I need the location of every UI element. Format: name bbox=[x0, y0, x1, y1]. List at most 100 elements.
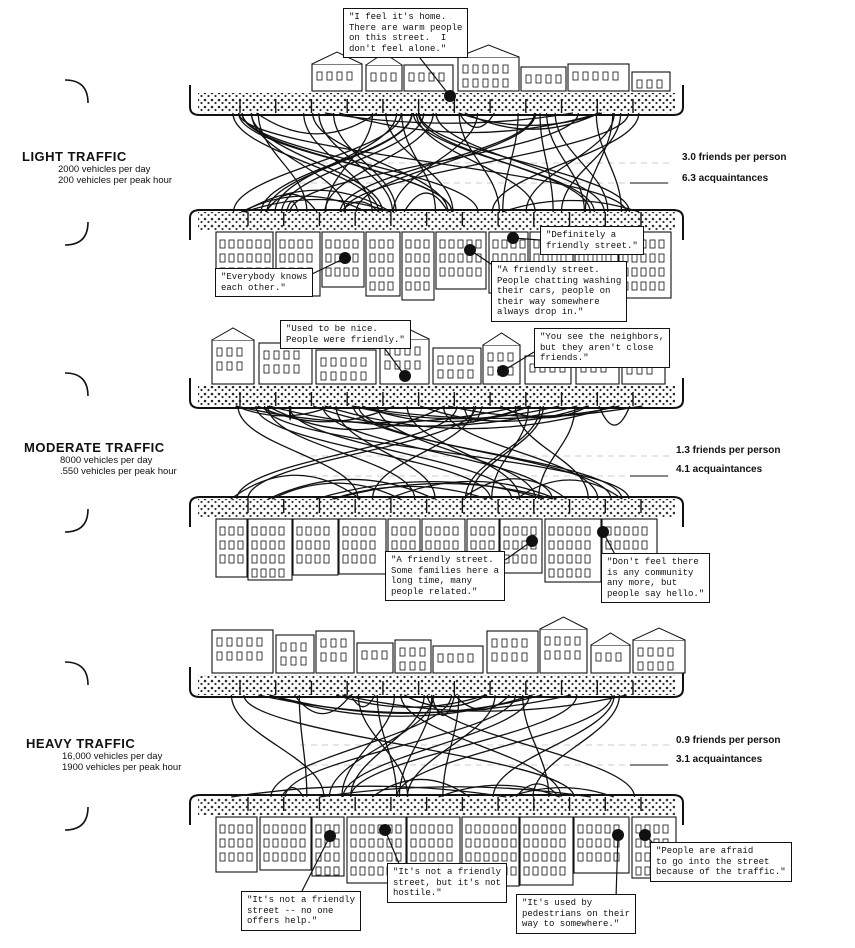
window bbox=[378, 253, 385, 263]
window bbox=[483, 838, 490, 848]
window bbox=[548, 526, 555, 536]
window bbox=[279, 239, 286, 249]
window bbox=[377, 866, 384, 876]
window bbox=[260, 568, 267, 578]
window bbox=[369, 253, 376, 263]
window bbox=[658, 281, 665, 291]
window bbox=[410, 838, 417, 848]
window bbox=[297, 239, 304, 249]
window bbox=[635, 852, 642, 862]
window bbox=[649, 253, 656, 263]
window bbox=[550, 824, 557, 834]
window bbox=[667, 661, 674, 671]
heavy-acquaintances-stat: 3.1 acquaintances bbox=[676, 754, 763, 765]
window bbox=[325, 253, 332, 263]
window bbox=[395, 838, 402, 848]
social-tie-line bbox=[325, 112, 374, 213]
window bbox=[369, 239, 376, 249]
window bbox=[437, 824, 444, 834]
window bbox=[369, 267, 376, 277]
window bbox=[649, 281, 656, 291]
window bbox=[219, 554, 226, 564]
window bbox=[278, 540, 285, 550]
social-tie-line bbox=[324, 112, 574, 124]
window bbox=[510, 852, 517, 862]
social-tie-line bbox=[319, 786, 592, 798]
heavy-traffic-heading: HEAVY TRAFFIC 16,000 vehicles per day 19… bbox=[26, 736, 181, 773]
window bbox=[296, 540, 303, 550]
window bbox=[457, 267, 464, 277]
window bbox=[525, 74, 532, 84]
house-roof bbox=[539, 616, 588, 630]
window bbox=[535, 74, 542, 84]
window bbox=[447, 355, 454, 365]
window bbox=[219, 852, 226, 862]
window bbox=[582, 71, 589, 81]
window bbox=[492, 239, 499, 249]
window bbox=[467, 653, 474, 663]
window bbox=[361, 650, 368, 660]
window bbox=[541, 866, 548, 876]
social-tie-line bbox=[357, 694, 409, 798]
window bbox=[623, 540, 630, 550]
window bbox=[246, 637, 253, 647]
moderate-traffic-title: MODERATE TRAFFIC bbox=[24, 440, 165, 455]
window bbox=[510, 838, 517, 848]
social-tie-line bbox=[268, 405, 578, 427]
window bbox=[359, 838, 366, 848]
quote-pin bbox=[339, 252, 351, 264]
corner-curb bbox=[64, 221, 89, 246]
house-upper bbox=[211, 629, 274, 674]
quote-pin bbox=[597, 526, 609, 538]
window bbox=[325, 239, 332, 249]
window bbox=[226, 361, 233, 371]
window bbox=[423, 253, 430, 263]
window bbox=[263, 364, 270, 374]
window bbox=[264, 239, 271, 249]
window bbox=[419, 838, 426, 848]
window bbox=[405, 267, 412, 277]
heavy-traffic-vehicles-peak: 1900 vehicles per peak hour bbox=[62, 762, 182, 773]
window bbox=[255, 253, 262, 263]
window bbox=[281, 852, 288, 862]
window bbox=[521, 554, 528, 564]
house-roof bbox=[482, 332, 521, 346]
window bbox=[350, 838, 357, 848]
social-tie-line bbox=[350, 694, 376, 708]
heavy-traffic-vehicles-day: 16,000 vehicles per day bbox=[62, 751, 163, 762]
window bbox=[503, 526, 510, 536]
window bbox=[472, 64, 479, 74]
window bbox=[351, 526, 358, 536]
window bbox=[228, 253, 235, 263]
window bbox=[369, 281, 376, 291]
window bbox=[410, 824, 417, 834]
window bbox=[343, 239, 350, 249]
social-tie-line bbox=[598, 405, 631, 426]
window bbox=[575, 526, 582, 536]
window bbox=[359, 852, 366, 862]
window bbox=[614, 540, 621, 550]
window bbox=[391, 526, 398, 536]
shrubs-lower bbox=[198, 499, 675, 517]
window bbox=[479, 526, 486, 536]
window bbox=[316, 71, 323, 81]
window bbox=[584, 568, 591, 578]
light-traffic-title: LIGHT TRAFFIC bbox=[22, 149, 127, 164]
window bbox=[315, 866, 322, 876]
window bbox=[483, 852, 490, 862]
window bbox=[305, 526, 312, 536]
window bbox=[330, 652, 337, 662]
window bbox=[272, 838, 279, 848]
quote-friendly-chatting: "A friendly street. People chatting wash… bbox=[491, 261, 628, 322]
social-tie-line bbox=[288, 405, 292, 421]
corner-curb bbox=[64, 806, 89, 831]
window bbox=[359, 866, 366, 876]
quote-definitely-friendly: "Definitely a friendly street." bbox=[540, 226, 644, 255]
window bbox=[237, 838, 244, 848]
window bbox=[521, 638, 528, 648]
window bbox=[360, 554, 367, 564]
window bbox=[237, 554, 244, 564]
window bbox=[281, 838, 288, 848]
window bbox=[360, 371, 367, 381]
window bbox=[314, 554, 321, 564]
